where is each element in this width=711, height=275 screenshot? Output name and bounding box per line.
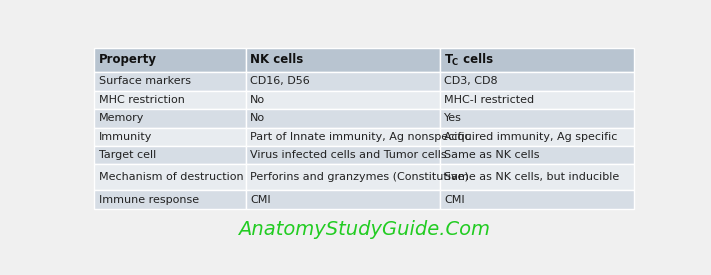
Bar <box>245 190 440 209</box>
Bar <box>95 72 245 91</box>
Bar <box>245 109 440 128</box>
Text: NK cells: NK cells <box>250 54 304 67</box>
Text: AnatomyStudyGuide.Com: AnatomyStudyGuide.Com <box>238 221 491 240</box>
Text: No: No <box>250 95 265 105</box>
Bar <box>245 72 440 91</box>
Bar <box>440 128 634 146</box>
Text: T: T <box>444 54 452 67</box>
Text: Target cell: Target cell <box>99 150 156 160</box>
Text: Immune response: Immune response <box>99 194 199 205</box>
Text: Perforins and granzymes (Constitutive): Perforins and granzymes (Constitutive) <box>250 172 469 182</box>
Text: CMI: CMI <box>250 194 271 205</box>
Text: MHC restriction: MHC restriction <box>99 95 185 105</box>
Bar <box>245 164 440 190</box>
Bar <box>95 109 245 128</box>
Text: Virus infected cells and Tumor cells: Virus infected cells and Tumor cells <box>250 150 447 160</box>
Text: Part of Innate immunity, Ag nonspecific: Part of Innate immunity, Ag nonspecific <box>250 132 471 142</box>
Bar <box>95 48 245 72</box>
Bar <box>95 146 245 164</box>
Text: CD16, D56: CD16, D56 <box>250 76 310 86</box>
Text: CMI: CMI <box>444 194 465 205</box>
Text: cells: cells <box>459 54 493 67</box>
Text: Property: Property <box>99 54 157 67</box>
Text: Surface markers: Surface markers <box>99 76 191 86</box>
Text: CD3, CD8: CD3, CD8 <box>444 76 498 86</box>
Text: MHC-I restricted: MHC-I restricted <box>444 95 535 105</box>
Text: No: No <box>250 113 265 123</box>
Bar <box>95 91 245 109</box>
Bar <box>440 146 634 164</box>
Bar <box>245 48 440 72</box>
Bar <box>440 190 634 209</box>
Text: Same as NK cells, but inducible: Same as NK cells, but inducible <box>444 172 620 182</box>
Bar <box>440 48 634 72</box>
Bar <box>245 91 440 109</box>
Text: Mechanism of destruction: Mechanism of destruction <box>99 172 243 182</box>
Bar <box>95 190 245 209</box>
Text: C: C <box>451 58 458 67</box>
Bar <box>440 109 634 128</box>
Bar <box>440 91 634 109</box>
Bar <box>95 164 245 190</box>
Bar <box>95 128 245 146</box>
Text: Acquired immunity, Ag specific: Acquired immunity, Ag specific <box>444 132 618 142</box>
Bar <box>245 146 440 164</box>
Text: Immunity: Immunity <box>99 132 152 142</box>
Bar <box>245 128 440 146</box>
Text: Same as NK cells: Same as NK cells <box>444 150 540 160</box>
Text: Memory: Memory <box>99 113 144 123</box>
Bar <box>440 72 634 91</box>
Bar <box>440 164 634 190</box>
Text: Yes: Yes <box>444 113 462 123</box>
